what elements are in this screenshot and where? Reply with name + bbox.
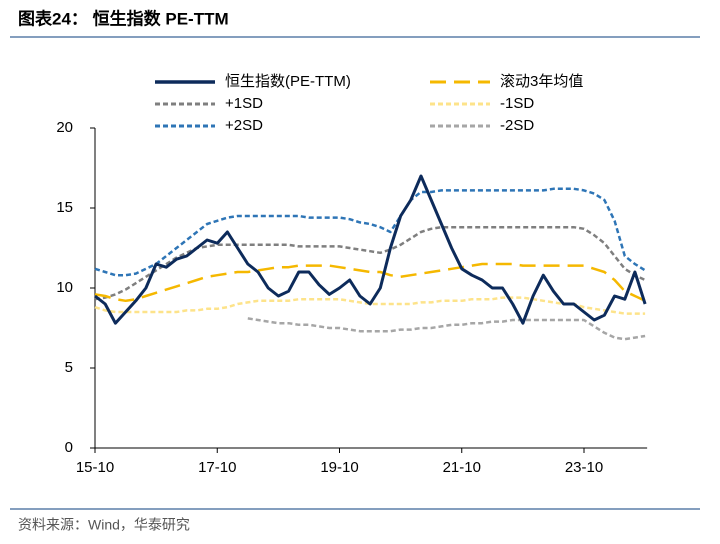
y-tick-label: 10: [56, 279, 73, 296]
legend-label: -1SD: [500, 95, 534, 112]
y-tick-label: 0: [65, 439, 73, 456]
series-line: [94, 174, 647, 325]
x-tick-label: 23-10: [565, 459, 603, 476]
y-tick-label: 20: [56, 119, 73, 136]
legend-label: +1SD: [225, 95, 263, 112]
chart-title: 图表24： 恒生指数 PE-TTM: [18, 8, 229, 28]
x-tick-label: 19-10: [320, 459, 358, 476]
x-tick-label: 21-10: [443, 459, 481, 476]
x-tick-label: 17-10: [198, 459, 236, 476]
legend-label: 恒生指数(PE-TTM): [225, 73, 351, 90]
series-line: [94, 296, 646, 315]
legend-label: +2SD: [225, 117, 263, 134]
series-line: [247, 317, 646, 341]
series-line: [94, 225, 646, 301]
legend-label: 滚动3年均值: [500, 73, 583, 90]
y-tick-label: 15: [56, 199, 73, 216]
x-tick-label: 15-10: [76, 459, 114, 476]
series-line: [94, 187, 646, 277]
legend-label: -2SD: [500, 117, 534, 134]
series-line: [94, 262, 646, 303]
source: 资料来源：Wind，华泰研究: [18, 517, 190, 533]
y-tick-label: 5: [65, 359, 73, 376]
